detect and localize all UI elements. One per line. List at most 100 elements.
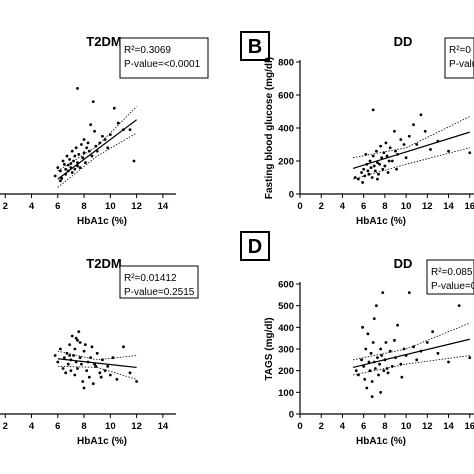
data-point [82, 349, 86, 353]
data-point [73, 167, 77, 171]
data-point [78, 166, 82, 170]
data-point [73, 373, 77, 377]
p-value-label: P-value=0.2515 [124, 287, 195, 298]
data-point [106, 146, 110, 150]
data-point [381, 167, 385, 171]
y-tick-label: 100 [278, 388, 294, 399]
data-point [395, 167, 398, 171]
regression-line [352, 338, 470, 368]
data-point [407, 134, 411, 138]
data-point [94, 364, 98, 368]
data-point [128, 371, 132, 375]
data-point [404, 354, 408, 357]
data-point [356, 177, 360, 181]
x-tick-label: 2 [3, 421, 8, 432]
data-point [86, 141, 90, 145]
data-point [68, 343, 72, 347]
data-point [378, 162, 381, 166]
data-point [374, 149, 378, 153]
data-point [65, 154, 69, 158]
y-tick-label: 600 [278, 91, 294, 102]
data-point [372, 317, 376, 321]
x-tick-label: 2 [319, 201, 324, 212]
data-point [363, 377, 367, 381]
chart-title: T2DM [86, 34, 121, 49]
data-point [86, 360, 90, 364]
data-point [402, 347, 406, 351]
x-tick-label: 12 [131, 421, 142, 432]
data-point [385, 367, 389, 370]
data-point [69, 369, 73, 373]
data-point [362, 364, 366, 368]
stats-box [119, 265, 199, 299]
x-tick-label: 4 [340, 201, 346, 212]
data-point [365, 386, 369, 390]
data-point [423, 129, 427, 133]
data-point [377, 172, 380, 176]
x-tick-label: 8 [81, 421, 86, 432]
data-point [436, 139, 440, 143]
data-point [400, 375, 404, 379]
x-tick-label: 14 [158, 201, 169, 212]
data-point [447, 149, 450, 153]
data-point [69, 166, 73, 170]
data-point [85, 369, 89, 373]
stats-box [444, 37, 474, 79]
data-point [82, 138, 86, 141]
data-point [68, 157, 72, 161]
data-point [77, 330, 81, 334]
data-point [368, 159, 372, 163]
data-point [380, 156, 384, 160]
data-point [394, 149, 397, 153]
data-point [115, 377, 119, 381]
data-point [90, 345, 94, 349]
confidence-band-lower [57, 365, 137, 380]
chart-title: DD [394, 256, 413, 271]
data-point [385, 154, 389, 158]
data-point [383, 358, 387, 362]
data-point [384, 341, 388, 344]
data-point [377, 373, 380, 377]
data-point [415, 358, 419, 362]
data-point [378, 362, 381, 366]
data-point [61, 159, 65, 163]
data-point [89, 356, 93, 360]
x-tick-label: 6 [55, 201, 60, 212]
data-point [362, 167, 366, 171]
data-point [77, 153, 81, 156]
x-tick-label: 6 [361, 421, 366, 432]
y-tick-label: 200 [278, 366, 294, 377]
data-point [61, 367, 65, 370]
confidence-band-upper [352, 322, 470, 361]
data-point [396, 153, 400, 156]
data-point [402, 143, 406, 146]
data-point [98, 141, 102, 145]
x-tick-label: 2 [319, 421, 324, 432]
data-point [361, 181, 364, 184]
data-point [59, 179, 62, 183]
data-point [128, 128, 132, 132]
y-tick-label: 300 [278, 345, 294, 356]
data-point [56, 166, 60, 170]
x-tick-label: 12 [422, 421, 433, 432]
data-point [95, 149, 99, 153]
data-point [78, 356, 82, 360]
r-squared-label: R²=0 [449, 45, 471, 56]
r-squared-label: R²=0.3069 [124, 45, 171, 56]
r-squared-label: R²=0.01412 [124, 273, 177, 284]
regression-line [57, 119, 137, 180]
data-point [431, 330, 435, 334]
data-point [384, 141, 388, 145]
x-tick-label: 16 [464, 421, 474, 432]
x-axis-label: HbA1c (%) [77, 216, 127, 227]
data-point [122, 128, 125, 132]
data-point [382, 369, 386, 373]
stats-box [426, 259, 474, 295]
x-axis-label: HbA1c (%) [77, 436, 127, 447]
data-point [76, 338, 79, 342]
data-point [457, 304, 461, 308]
data-point [135, 380, 138, 383]
data-point [363, 174, 367, 178]
data-point [419, 113, 423, 117]
